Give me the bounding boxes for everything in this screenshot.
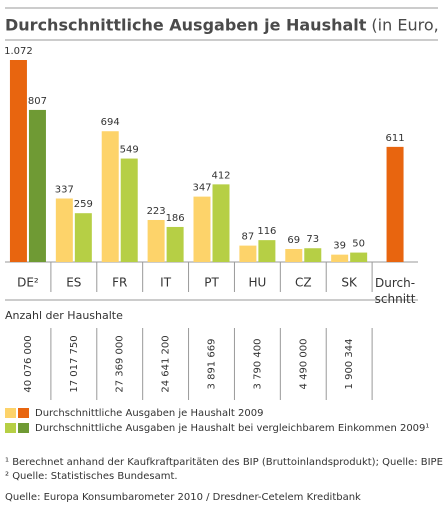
chart-subtitle: (in Euro, 2009) [371, 16, 443, 35]
data-label: 694 [101, 117, 120, 128]
data-label: 87 [242, 232, 255, 243]
bar [193, 196, 211, 262]
households-value: 27 369 000 [115, 335, 126, 392]
data-label: 50 [352, 239, 365, 250]
x-tick-label: Durch-schnitt [375, 276, 416, 306]
data-label: 73 [306, 234, 319, 245]
legend-swatch [18, 408, 29, 418]
legend-label: Durchschnittliche Ausgaben je Haushalt b… [35, 423, 429, 434]
bar [304, 248, 322, 262]
households-label: Anzahl der Haushalte [5, 309, 123, 322]
bar [258, 240, 276, 262]
data-label: 1.072 [4, 46, 33, 57]
data-label: 186 [166, 213, 185, 224]
bar [350, 252, 368, 262]
footnote: ² Quelle: Statistisches Bundesamt. [5, 471, 178, 482]
data-label: 549 [120, 145, 139, 156]
bar [166, 226, 184, 262]
data-label: 337 [55, 184, 74, 195]
x-tick-label: CZ [295, 276, 312, 290]
x-tick-label: PT [204, 276, 219, 290]
bar [285, 248, 303, 262]
households-value: 24 641 200 [161, 335, 172, 392]
households-value: 17 017 750 [69, 335, 80, 392]
data-label: 39 [333, 241, 346, 252]
bar [120, 158, 138, 262]
households-value: 1 900 344 [344, 339, 355, 390]
bar [101, 131, 119, 262]
bar [9, 60, 27, 262]
households-value: 4 490 000 [298, 339, 309, 390]
x-tick-label: HU [248, 276, 266, 290]
legend-swatch [5, 408, 16, 418]
x-tick-label: FR [112, 276, 127, 290]
data-label: 223 [147, 206, 166, 217]
bar [212, 184, 230, 262]
data-label: 116 [257, 226, 276, 237]
households-value: 40 076 000 [23, 335, 34, 392]
source: Quelle: Europa Konsumbarometer 2010 / Dr… [5, 492, 361, 503]
footnote: ¹ Berechnet anhand der Kaufkraftparitäte… [5, 457, 443, 468]
bar [386, 146, 404, 262]
data-label: 611 [386, 133, 405, 144]
bar [55, 198, 73, 262]
x-tick-label: DE² [17, 276, 39, 290]
x-tick-label: IT [160, 276, 172, 290]
data-label: 412 [211, 170, 230, 181]
bar [28, 109, 46, 263]
chart-title: Durchschnittliche Ausgaben je Haushalt [5, 16, 367, 35]
x-tick-label: SK [341, 276, 358, 290]
bar [147, 219, 165, 262]
legend-label: Durchschnittliche Ausgaben je Haushalt 2… [35, 408, 263, 419]
bar [331, 254, 349, 262]
legend-swatch [5, 423, 16, 433]
data-label: 807 [28, 96, 47, 107]
bar [74, 213, 92, 262]
data-label: 347 [192, 183, 211, 194]
data-label: 259 [74, 199, 93, 210]
households-value: 3 891 669 [207, 339, 218, 390]
x-tick-label: ES [66, 276, 81, 290]
households-value: 3 790 400 [252, 339, 263, 390]
bar [239, 245, 257, 262]
data-label: 69 [287, 235, 300, 246]
legend-swatch [18, 423, 29, 433]
